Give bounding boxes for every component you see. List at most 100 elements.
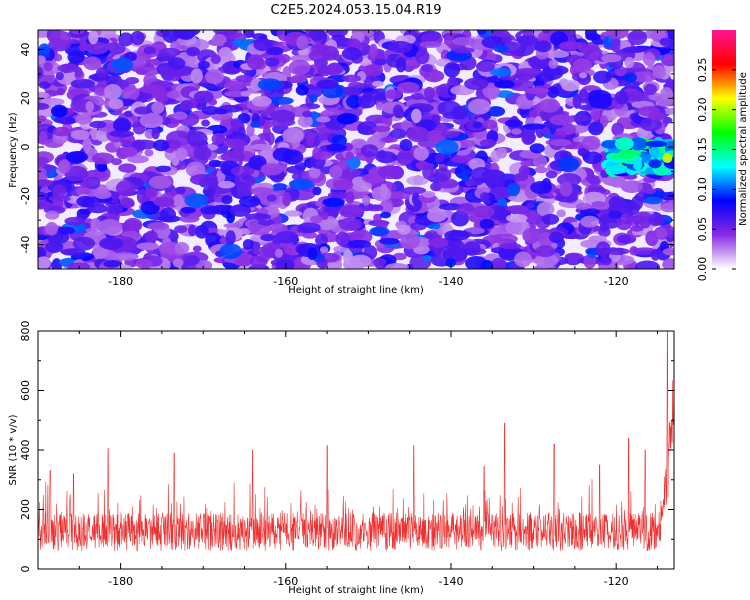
heatmap-cell [642,30,666,39]
heatmap-cell [535,245,556,258]
heatmap-cell [440,130,460,138]
heatmap-cell [555,191,579,203]
heatmap-cell [38,115,47,122]
heatmap-cell [284,210,303,217]
snr-ticks: -180 -160 -140 -120 0 200 400 600 800 [19,321,674,588]
heatmap-cell [274,231,299,244]
heatmap-cell [316,79,339,90]
heatmap-cell [297,222,321,234]
heatmap-cell [534,253,559,268]
heatmap-cell [351,180,372,192]
colorbar-tick-label: 0.20 [696,97,709,122]
heatmap-cell [249,255,268,267]
heatmap-cell [660,53,674,67]
heatmap-cell [507,182,521,197]
heatmap-cell [369,43,378,58]
heatmap-cell [176,162,187,170]
heatmap-cell [127,219,136,231]
heatmap-cell [336,113,357,125]
heatmap-cell [435,153,445,163]
snr-panel: -180 -160 -140 -120 0 200 400 600 800 Height of … [8,321,675,596]
heatmap-cell [634,260,661,269]
heatmap-cell [605,30,629,40]
heatmap-cell [564,252,584,261]
heatmap-cell [210,54,221,64]
heatmap-cell [380,136,398,143]
heatmap-cell [421,64,434,73]
heatmap-cell [120,197,135,209]
heatmap-cell [331,134,347,147]
heatmap-cell [103,260,121,268]
heatmap-cell [624,56,635,69]
heatmap-cell [269,109,296,123]
heatmap-cell [211,33,227,47]
heatmap-cell [605,247,630,255]
heatmap-cell [45,241,64,254]
y-tick-label: -40 [19,236,32,254]
heatmap-cell [91,152,115,165]
heatmap-cell [472,205,495,218]
colorbar: 0.00 0.05 0.10 0.15 0.20 0.25 Normalized spec… [696,30,749,281]
heatmap-cell [614,90,630,105]
heatmap-cell [578,89,589,104]
heatmap-cell [64,165,88,182]
heatmap-cell [385,263,409,269]
y-tick-label: 200 [19,499,32,520]
heatmap-cell [616,218,632,231]
heatmap-cell [659,37,671,46]
heatmap-cell [320,211,329,221]
heatmap-cell [72,236,96,251]
heatmap-cell [534,166,548,174]
heatmap-cell [234,174,256,188]
heatmap-cell [622,46,646,54]
heatmap-cell [60,248,86,256]
heatmap-cell [85,100,95,113]
heatmap-cell [591,201,605,208]
heatmap-cell [38,246,47,260]
heatmap-cell [111,57,134,73]
heatmap-cell [650,248,661,261]
heatmap-cell [118,32,134,47]
heatmap-cell [168,57,186,70]
heatmap-cell [67,262,91,269]
heatmap-cell [251,33,268,40]
heatmap-cell [635,211,651,220]
heatmap-cell [266,194,277,202]
heatmap-cell [558,41,584,50]
heatmap-cell [511,128,522,135]
x-tick-label: -120 [604,275,629,288]
heatmap-cell [580,239,602,249]
spectrogram-frame [37,29,675,270]
heatmap-cell [556,209,566,218]
heatmap-cell [151,127,160,140]
heatmap-cell [610,178,628,186]
heatmap-cell [187,131,208,147]
heatmap-cell [70,129,90,140]
heatmap-cell [438,203,463,211]
heatmap-cell [479,218,495,230]
heatmap-hotspot-cell [629,137,648,151]
colorbar-tick-label: 0.15 [696,137,709,162]
heatmap-cell [38,91,50,99]
heatmap-cell [532,155,548,168]
heatmap-cell [506,213,528,223]
heatmap-cell [630,225,644,232]
heatmap-cell [260,163,284,176]
heatmap-cell [588,121,604,136]
heatmap-cell [55,71,64,81]
heatmap-cell [175,147,188,161]
heatmap-cell [38,81,51,89]
heatmap-cell [166,90,181,99]
heatmap-hotspot-cell [638,153,652,163]
heatmap-cell [475,60,496,73]
heatmap-cell [485,176,505,190]
heatmap-cell [278,53,291,64]
heatmap-cell [537,72,555,82]
heatmap-cell [246,124,255,138]
heatmap-hotspot-cell [617,149,637,159]
heatmap-cell [145,187,158,198]
heatmap-cell [135,259,153,269]
heatmap-cell [131,139,158,150]
heatmap-cell [379,183,388,199]
heatmap-cell [360,144,379,158]
